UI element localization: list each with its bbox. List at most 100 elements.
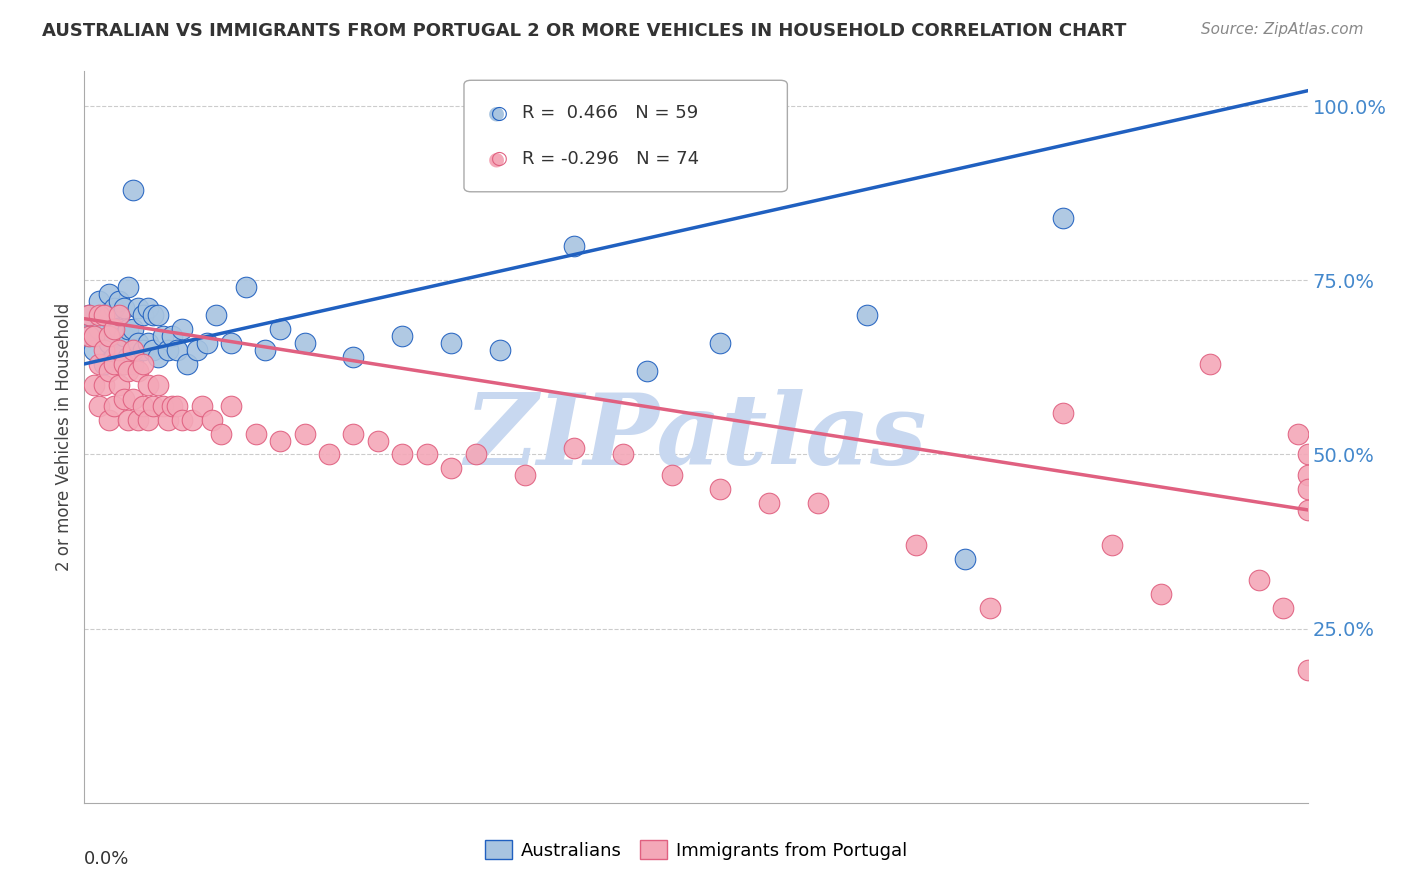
Point [97,329,120,343]
Point [1198,357,1220,371]
Point [136,336,159,351]
Point [97,412,120,426]
Point [156,343,179,357]
Point [142,308,165,322]
Point [117,280,139,294]
Point [87,308,110,322]
Point [391,448,413,462]
Point [127,336,149,351]
Point [1296,448,1319,462]
Point [87,294,110,309]
Point [1101,538,1123,552]
Point [342,350,364,364]
Text: ○: ○ [491,149,508,168]
Point [122,392,145,406]
Point [127,412,149,426]
Point [83,343,105,357]
Point [93,357,115,371]
Point [87,322,110,336]
Point [367,434,389,448]
Point [132,308,155,322]
Point [245,426,267,441]
Point [191,399,214,413]
Point [97,308,120,322]
Point [269,322,291,336]
Y-axis label: 2 or more Vehicles in Household: 2 or more Vehicles in Household [55,303,73,571]
Point [440,461,463,475]
Point [112,357,135,371]
Point [87,399,110,413]
Point [1052,211,1074,225]
Point [103,301,125,316]
Point [93,343,115,357]
Legend: Australians, Immigrants from Portugal: Australians, Immigrants from Portugal [478,833,914,867]
Point [342,426,364,441]
Point [464,448,486,462]
Point [294,426,316,441]
Point [103,399,125,413]
Point [205,308,228,322]
Point [112,329,135,343]
Point [136,301,159,316]
Point [103,350,125,364]
Point [93,377,115,392]
Point [186,343,208,357]
Point [162,399,184,413]
Point [758,496,780,510]
Point [219,336,242,351]
Point [489,343,512,357]
Text: R = -0.296   N = 74: R = -0.296 N = 74 [522,150,699,168]
Point [93,308,115,322]
Point [146,377,169,392]
Text: Source: ZipAtlas.com: Source: ZipAtlas.com [1201,22,1364,37]
Point [77,329,100,343]
Point [162,329,184,343]
Point [107,377,129,392]
Point [200,412,222,426]
Point [1296,468,1319,483]
Point [77,308,100,322]
Point [122,357,145,371]
Point [152,329,174,343]
Point [562,441,585,455]
Text: R =  0.466   N = 59: R = 0.466 N = 59 [522,104,697,122]
Point [172,412,194,426]
Point [176,357,198,371]
Point [122,322,145,336]
Point [269,434,291,448]
Point [127,301,149,316]
Point [127,364,149,378]
Point [195,336,218,351]
Text: ○: ○ [491,104,508,123]
Text: ZIPatlas: ZIPatlas [465,389,927,485]
Point [107,343,129,357]
Point [152,399,174,413]
Point [117,350,139,364]
Point [122,343,145,357]
Point [636,364,658,378]
Point [97,364,120,378]
Point [562,238,585,252]
Point [856,308,879,322]
Point [513,468,536,483]
Point [83,329,105,343]
Point [1296,503,1319,517]
Text: ●: ● [488,104,505,123]
Point [1052,406,1074,420]
Point [416,448,439,462]
Point [661,468,683,483]
Point [93,308,115,322]
Point [146,350,169,364]
Point [166,343,188,357]
Point [905,538,928,552]
Point [132,399,155,413]
Point [953,552,976,566]
Point [294,336,316,351]
Point [391,329,413,343]
Point [132,357,155,371]
Point [807,496,830,510]
Point [107,322,129,336]
Point [107,343,129,357]
Point [112,357,135,371]
Point [235,280,257,294]
